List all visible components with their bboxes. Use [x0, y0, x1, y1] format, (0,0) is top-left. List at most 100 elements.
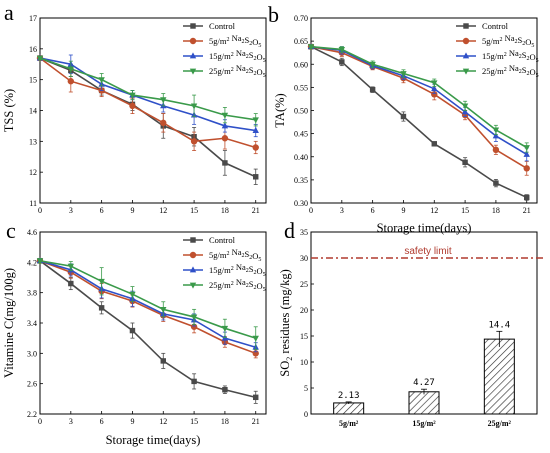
panel-b-legend-label: 15g/m2 Na2S2O5 — [482, 48, 539, 64]
panel-c-data-point — [98, 278, 105, 285]
panel-a-data-point — [129, 92, 136, 99]
panel-c-xtick-label: 3 — [69, 417, 73, 426]
panel-b: b 0.30 0.35 0.40 0.45 0.50 0.55 0.60 0.65 0.70 0 3 6… — [268, 2, 539, 235]
panel-c-data-point — [160, 306, 167, 314]
panel-b-y-axis-label: TA(%) — [273, 93, 287, 127]
panel-c-data-point — [222, 387, 228, 393]
panel-c-series-line — [39, 260, 256, 399]
panel-b-ytick-label: 0.55 — [294, 83, 308, 92]
panel-a-plot-frame — [39, 17, 267, 204]
panel-a-data-point — [160, 97, 167, 104]
panel-b-data-point — [524, 194, 530, 201]
panel-a-xtick-label: 9 — [130, 206, 134, 215]
panel-a-data-point — [221, 135, 229, 142]
panel-c-legend-label: 5g/m2 Na2S2O5 — [209, 247, 261, 263]
panel-b-series-line — [310, 45, 528, 169]
panel-a-series-3 — [36, 55, 259, 127]
panel-d-bar — [333, 402, 365, 415]
panel-a-data-point — [67, 66, 75, 73]
panel-c-legend-marker — [189, 251, 197, 259]
panel-a-legend-label: 15g/m2 Na2S2O5 — [209, 48, 266, 64]
panel-c-ytick-label: 4.6 — [27, 228, 37, 237]
panel-b-legend-label: 5g/m2 Na2S2O5 — [482, 33, 534, 49]
panel-b-legend-label: 25g/m2 Na2S2O5 — [482, 63, 539, 79]
panel-d-ytick-label: 30 — [300, 254, 308, 263]
panel-d-bar — [483, 338, 515, 415]
panel-a-data-point — [129, 102, 136, 110]
panel-c-data-point — [253, 394, 259, 401]
panel-a-series-line — [39, 57, 256, 132]
panel-b-data-point — [461, 103, 469, 110]
panel-a-xtick-label: 3 — [69, 206, 73, 215]
panel-c-series-line — [39, 260, 256, 339]
panel-a-ytick-label: 13 — [29, 137, 37, 146]
panel-b-data-point — [461, 108, 469, 115]
panel-b-xtick-label: 0 — [309, 206, 313, 215]
panel-b-series-line — [310, 45, 528, 149]
panel-b-legend-marker — [462, 52, 470, 59]
panel-c-legend-marker — [190, 237, 196, 243]
panel-c-data-point — [68, 280, 74, 287]
panel-c-legend-label: 25g/m2 Na2S2O5 — [209, 277, 266, 293]
panel-b-xtick-label: 12 — [430, 206, 438, 215]
panel-d-bar-value-label: 2.13 — [338, 391, 360, 401]
panel-a-data-point — [252, 117, 259, 124]
panel-c-y-axis-label: Vitamine C(mg/100g) — [2, 268, 16, 378]
panel-c-panel-label: c — [6, 218, 16, 243]
panel-b-data-point — [523, 145, 530, 152]
panel-b-data-point — [431, 85, 438, 92]
panel-b-legend-marker — [463, 23, 469, 29]
panel-a-data-point — [221, 112, 229, 119]
panel-b-data-point — [523, 150, 530, 157]
panel-a-data-point — [98, 77, 105, 84]
panel-b-xtick-label: 3 — [340, 206, 344, 215]
panel-a-data-point — [36, 55, 44, 62]
panel-c-plot-frame — [39, 231, 267, 415]
panel-a-ytick-label: 12 — [29, 168, 37, 177]
panel-d-bar — [408, 391, 440, 415]
panel-a-xtick-label: 0 — [38, 206, 42, 215]
panel-d: d 0 5 10 15 20 25 30 35 2.13 5g/m² 4.27 15g/m² 14.4 25… — [278, 218, 545, 428]
panel-d-ytick-label: 5 — [304, 384, 308, 393]
panel-c-legend-marker — [189, 282, 197, 289]
panel-c-data-point — [190, 323, 198, 330]
panel-c-xtick-label: 21 — [252, 417, 260, 426]
panel-a-legend-label: Control — [209, 21, 236, 31]
panel-c-data-point — [252, 335, 259, 342]
panel-a-ytick-label: 11 — [29, 199, 37, 208]
panel-a-panel-label: a — [4, 0, 14, 25]
panel-c-data-point — [36, 258, 44, 265]
panel-b-legend-marker — [462, 37, 470, 45]
panel-c-ytick-label: 2.2 — [27, 410, 37, 419]
panel-a-data-point — [253, 174, 259, 180]
panel-d-category-label: 5g/m² — [339, 419, 359, 428]
panel-d-safety-limit-label: safety limit — [404, 246, 451, 257]
panel-b-data-point — [492, 132, 500, 139]
panel-a-legend-marker — [189, 52, 197, 59]
panel-c-series-line — [39, 260, 256, 349]
panel-b-panel-label: b — [268, 2, 279, 27]
panel-b-ytick-label: 0.60 — [294, 60, 308, 69]
panel-c-data-point — [98, 305, 105, 311]
panel-a-data-point — [221, 122, 229, 129]
panel-c-data-point — [160, 358, 166, 364]
panel-c-ytick-label: 4.2 — [27, 258, 37, 267]
panel-c-xtick-label: 12 — [159, 417, 167, 426]
panel-b-ytick-label: 0.30 — [294, 199, 308, 208]
panel-b-data-point — [492, 127, 500, 134]
panel-c-xtick-label: 6 — [100, 417, 104, 426]
panel-c-ytick-label: 3.4 — [27, 319, 37, 328]
panel-a-y-axis-label: TSS (%) — [2, 89, 16, 132]
panel-b-data-point — [369, 61, 376, 68]
panel-c-xtick-label: 9 — [130, 417, 134, 426]
panel-a-data-point — [190, 138, 198, 145]
panel-b-data-point — [400, 113, 407, 120]
panel-b-ytick-label: 0.40 — [294, 153, 308, 162]
panel-b-data-point — [431, 91, 438, 98]
panel-a-data-point — [252, 144, 259, 151]
panel-c-legend-marker — [189, 266, 197, 273]
panel-d-category-label: 15g/m² — [412, 419, 436, 428]
